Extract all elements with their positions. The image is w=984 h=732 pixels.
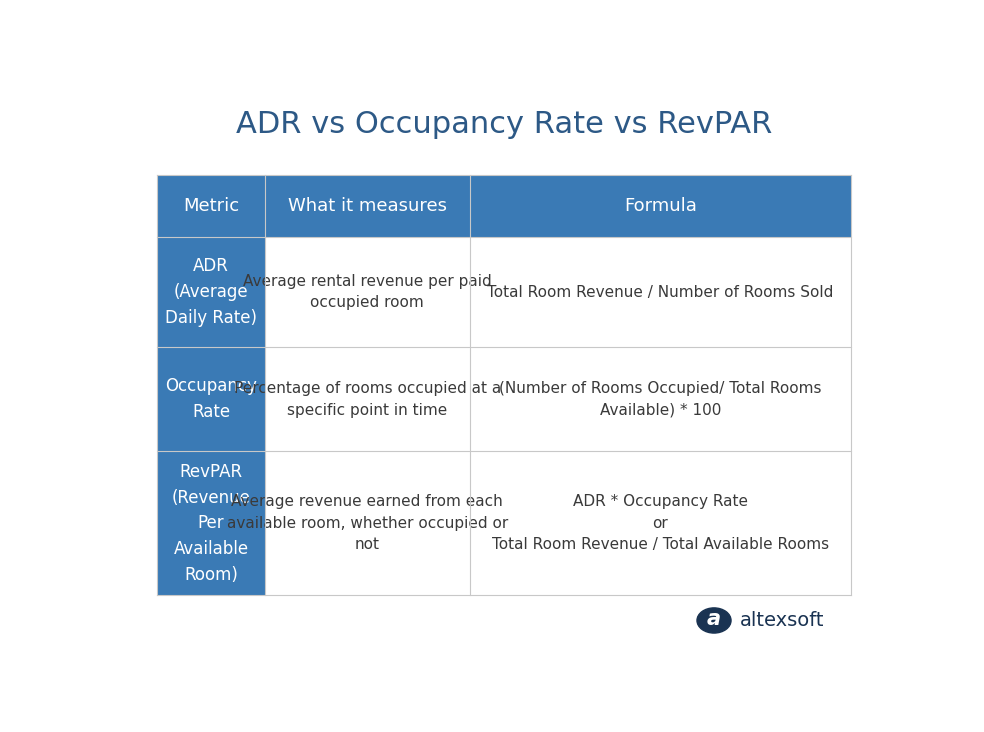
Bar [469, 175, 851, 237]
Text: Occupancy
Rate: Occupancy Rate [165, 378, 257, 421]
Text: ADR * Occupancy Rate
or
Total Room Revenue / Total Available Rooms: ADR * Occupancy Rate or Total Room Reven… [492, 494, 829, 553]
Text: Average revenue earned from each
available room, whether occupied or
not: Average revenue earned from each availab… [226, 494, 508, 553]
Text: Percentage of rooms occupied at a
specific point in time: Percentage of rooms occupied at a specif… [233, 381, 501, 417]
Text: a: a [707, 609, 721, 630]
Text: ADR vs Occupancy Rate vs RevPAR: ADR vs Occupancy Rate vs RevPAR [236, 110, 772, 139]
Text: (Number of Rooms Occupied/ Total Rooms
Available) * 100: (Number of Rooms Occupied/ Total Rooms A… [499, 381, 822, 417]
Text: Formula: Formula [624, 197, 697, 215]
Bar [157, 237, 265, 347]
Circle shape [697, 608, 731, 633]
Text: Total Room Revenue / Number of Rooms Sold: Total Room Revenue / Number of Rooms Sol… [487, 285, 833, 299]
Text: altexsoft: altexsoft [740, 611, 825, 630]
Bar [265, 452, 469, 595]
Bar [157, 175, 265, 237]
Bar [469, 237, 851, 347]
Text: ADR
(Average
Daily Rate): ADR (Average Daily Rate) [165, 258, 257, 327]
Text: Average rental revenue per paid
occupied room: Average rental revenue per paid occupied… [243, 274, 492, 310]
Bar [265, 237, 469, 347]
Bar [469, 347, 851, 452]
Bar [157, 452, 265, 595]
Bar [265, 175, 469, 237]
Text: Metric: Metric [183, 197, 239, 215]
Text: What it measures: What it measures [287, 197, 447, 215]
Text: RevPAR
(Revenue
Per
Available
Room): RevPAR (Revenue Per Available Room) [171, 463, 251, 583]
Bar [265, 347, 469, 452]
Bar [469, 452, 851, 595]
Bar [157, 347, 265, 452]
